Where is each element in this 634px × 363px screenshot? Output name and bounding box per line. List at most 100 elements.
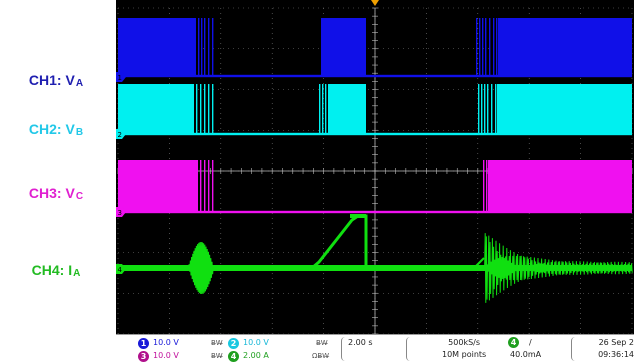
- ch4-ringing-burst: [484, 233, 633, 303]
- ch1-ground-marker-shape: [116, 72, 126, 82]
- ch3-scale: 10.0 V: [153, 351, 179, 360]
- ch4-label: CH4: IA: [0, 262, 112, 279]
- ch4-bw-icon: B̶W̶: [317, 352, 330, 360]
- datetime: 26 Sep 2 09:36:14: [582, 337, 634, 361]
- ch1-trace-pulse: [485, 18, 487, 76]
- ch2-label-text: CH2: V: [28, 121, 75, 137]
- ch1-trace-pulse: [204, 18, 206, 76]
- ch1-label-text: CH1: V: [28, 72, 75, 88]
- waveform-traces: [118, 18, 633, 303]
- ch2-trace-pulse: [481, 84, 483, 134]
- ch3-trace-pulse: [200, 160, 202, 212]
- trigger-position-marker: [371, 0, 379, 6]
- ch4-trace: [118, 214, 633, 303]
- ch4-oscillation-burst: [188, 242, 215, 294]
- ch2-label-sub: B: [75, 127, 84, 138]
- ch4-scale: 2.00 A: [243, 351, 269, 360]
- ch4-impedance-icon: ΩB̶W̶: [312, 352, 329, 360]
- ch2-trace-pulse: [491, 84, 493, 134]
- waveform-screen: 1 2 3 4: [116, 0, 633, 334]
- ch2-trace-pulse: [495, 84, 497, 134]
- ch3-trace-pulse: [212, 160, 214, 212]
- ch1-trace-pwm-block: [118, 18, 196, 76]
- ch1-trace-pulse: [212, 18, 214, 76]
- trigger-channel-badge: 4: [508, 337, 519, 348]
- ch4-step: [475, 257, 485, 267]
- ch1-trace: [118, 18, 632, 78]
- ch1-scale: 10.0 V: [153, 338, 179, 347]
- ch2-trace-pulse: [487, 84, 489, 134]
- ch2-trace-pulse: [212, 84, 214, 134]
- ch4-setting[interactable]: 4 2.00 A: [228, 350, 269, 363]
- ch3-trace-pwm-block: [488, 160, 632, 212]
- ch2-bw-icon: B̶W̶: [316, 339, 328, 347]
- timebase-divider: [341, 337, 346, 361]
- ch4-impedance-label: Ω: [312, 352, 318, 360]
- ch2-trace-pulse: [478, 84, 480, 134]
- ch3-setting[interactable]: 3 10.0 V: [138, 350, 179, 363]
- ch3-trace-pulse: [208, 160, 210, 212]
- ch3-ground-marker-shape: [116, 207, 126, 217]
- ch3-trace-pwm-block: [118, 160, 198, 212]
- ch3-number-badge: 3: [138, 350, 149, 362]
- ch1-number-badge: 1: [138, 337, 149, 349]
- ch3-trace-pulse: [204, 160, 206, 212]
- ch2-trace: [118, 84, 632, 136]
- acquisition-info[interactable]: 500kS/s 10M points: [442, 337, 486, 361]
- trigger-level: 40.0mA: [510, 350, 542, 359]
- ch4-ground-marker: 4: [116, 264, 126, 274]
- ch1-trace-pulse: [496, 18, 498, 76]
- ch2-number-badge: 2: [228, 337, 239, 349]
- ch1-trace-pulse: [476, 18, 478, 76]
- ch2-trace-pulse: [200, 84, 202, 134]
- ch3-trace-pulse: [486, 160, 488, 212]
- ch1-trace-pulse: [479, 18, 481, 76]
- timebase-setting[interactable]: 2.00 s: [348, 337, 373, 349]
- date-text: 26 Sep 2: [598, 338, 634, 347]
- trigger-setting[interactable]: 4 / 40.0mA: [508, 337, 541, 361]
- ch1-trace-baseline: [118, 74, 632, 78]
- ch2-trace-pwm-block: [118, 84, 194, 134]
- ch2-trace-pulse: [208, 84, 210, 134]
- ch2-setting[interactable]: 2 10.0 V: [228, 337, 269, 350]
- record-length: 10M points: [442, 350, 487, 359]
- time-text: 09:36:14: [598, 350, 634, 359]
- acquisition-divider: [406, 337, 411, 361]
- ch2-label: CH2: VB: [0, 121, 112, 138]
- sample-rate: 500kS/s: [448, 338, 481, 347]
- ch1-setting[interactable]: 1 10.0 V: [138, 337, 179, 350]
- ch2-trace-pulse: [325, 84, 327, 134]
- ch4-ramp: [311, 214, 368, 270]
- ch1-trace-pulse: [493, 18, 495, 76]
- ch2-trace-pwm-block: [328, 84, 366, 134]
- ch1-ground-marker: 1: [116, 72, 126, 82]
- ch4-baseline: [118, 265, 632, 271]
- ch3-trace: [118, 160, 632, 214]
- ch1-label-sub: A: [75, 78, 84, 89]
- ch3-label-sub: C: [75, 191, 84, 202]
- ch4-label-text: CH4: I: [31, 262, 73, 278]
- ch1-bw-icon: B̶W̶: [211, 339, 223, 347]
- ch3-ground-marker: 3: [116, 207, 126, 217]
- ch2-ground-marker-number: 2: [118, 131, 122, 139]
- oscilloscope-display: 1 2 3 4 1 10.0 V B̶W̶ 2 10.0 V B̶W̶ 3 10.0 V B…: [116, 0, 634, 363]
- ch1-trace-pulse: [198, 18, 200, 76]
- ch3-ground-marker-number: 3: [118, 209, 122, 217]
- ch4-label-sub: A: [73, 268, 81, 279]
- ch1-trace-pulse: [201, 18, 203, 76]
- ch2-ground-marker: 2: [116, 129, 126, 139]
- ch4-number-badge: 4: [228, 350, 239, 362]
- ch4-ground-marker-number: 4: [118, 266, 123, 274]
- ch2-trace-pwm-block: [497, 84, 632, 134]
- channel-markers: 1 2 3 4: [116, 0, 379, 274]
- status-bar: 1 10.0 V B̶W̶ 2 10.0 V B̶W̶ 3 10.0 V B̶W̶ 4…: [116, 334, 634, 363]
- ch2-trace-pulse: [322, 84, 324, 134]
- ch3-trace-pulse: [483, 160, 485, 212]
- ch1-trace-pulse: [208, 18, 210, 76]
- ch2-trace-pulse: [319, 84, 321, 134]
- ch1-trace-pulse: [482, 18, 484, 76]
- ch1-trace-pwm-block: [321, 18, 366, 76]
- ch2-trace-baseline: [118, 132, 632, 136]
- ch3-bw-icon: B̶W̶: [211, 352, 223, 360]
- ch1-trace-pulse: [489, 18, 491, 76]
